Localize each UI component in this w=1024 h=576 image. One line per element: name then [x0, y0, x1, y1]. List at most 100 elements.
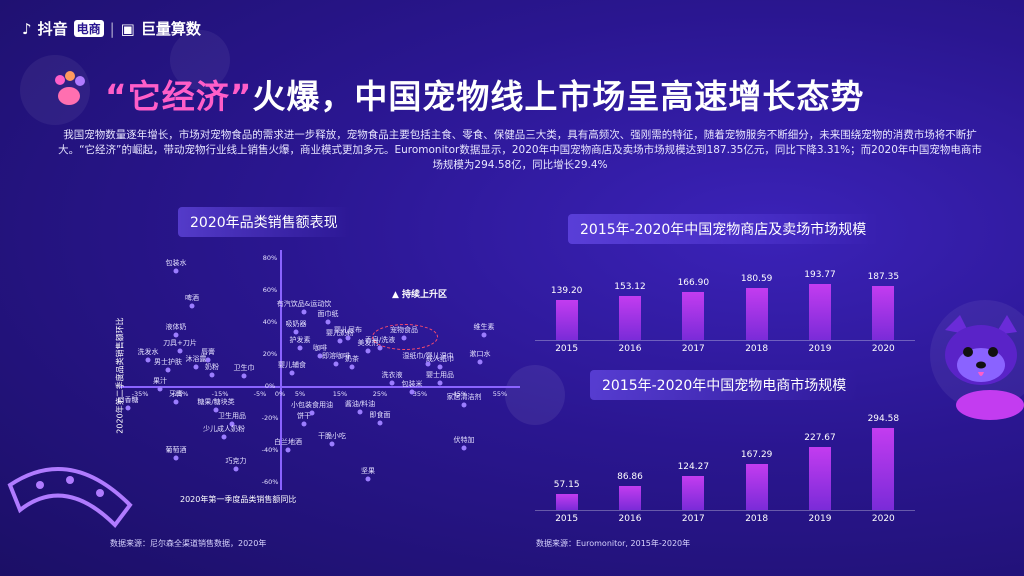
point-label: 洗发水 — [137, 348, 159, 357]
source-left: 数据来源：尼尔森全渠道销售数据，2020年 — [110, 539, 267, 548]
point-label: 婴儿奶粉 — [326, 329, 354, 338]
point-label: 果汁 — [153, 377, 167, 386]
paw-icon — [55, 71, 85, 105]
rising-zone-label: ▲ 持续上升区 — [392, 289, 448, 300]
scatter-point — [165, 367, 171, 373]
scatter-point — [157, 386, 163, 392]
point-label: 干脆小吃 — [318, 431, 346, 440]
brand-header: ♪ 抖音 电商 | ▣ 巨量算数 — [22, 18, 201, 39]
scatter-point — [333, 361, 339, 367]
y-tick-label: -60% — [261, 478, 279, 486]
bar-category-label: 2016 — [618, 344, 642, 354]
ecommerce-market-title: 2015年-2020年中国宠物电商市场规模 — [590, 370, 859, 400]
scatter-point — [173, 332, 179, 338]
scatter-point — [205, 357, 211, 363]
point-label: 啤酒 — [185, 294, 199, 302]
baseline — [535, 340, 915, 341]
scatter-point — [297, 345, 303, 351]
bar-category-label: 2020 — [871, 344, 895, 354]
scatter-point — [221, 434, 227, 440]
bar-value-label: 294.58 — [867, 414, 900, 425]
scatter-point — [285, 447, 291, 453]
y-tick-label: 80% — [262, 254, 278, 262]
bar-value-label: 166.90 — [677, 277, 710, 288]
y-tick-label: -40% — [261, 446, 279, 454]
point-label: 婴士用品 — [426, 370, 454, 379]
x-axis-title: 2020年第一季度品类销售额同比 — [180, 495, 297, 504]
point-label: 包装米 — [401, 380, 423, 389]
y-tick-label: 60% — [262, 286, 278, 294]
point-label: 包装水 — [165, 258, 187, 267]
point-label: 面巾纸 — [317, 310, 339, 318]
scatter-point — [437, 364, 443, 370]
y-axis-title: 2020年第二季度品类销售额环比 — [115, 317, 125, 434]
bar-value-label: 193.77 — [804, 269, 836, 280]
box-icon: ▣ — [120, 19, 135, 38]
bar — [555, 494, 578, 510]
scatter-point — [461, 445, 467, 451]
point-label: 护发素 — [289, 335, 311, 344]
point-label: 成人纸巾 — [426, 354, 454, 363]
bar-value-label: 227.67 — [804, 433, 836, 443]
dog-mascot-icon — [945, 315, 1024, 420]
store-market-title: 2015年-2020年中国宠物商店及卖场市场规模 — [568, 214, 879, 244]
point-label: 即食面 — [369, 410, 391, 419]
point-label: 小包装食用油 — [291, 401, 333, 410]
point-label: 维生素 — [473, 322, 495, 331]
point-label: 奶茶 — [345, 354, 359, 363]
bar-value-label: 124.27 — [677, 461, 710, 472]
scatter-point — [173, 399, 179, 405]
decor-circle — [170, 30, 230, 90]
brand-separator: | — [109, 19, 115, 38]
scatter-point — [301, 309, 307, 315]
scatter-point — [213, 407, 219, 413]
scatter-point — [229, 421, 235, 427]
brand-badge: 电商 — [73, 20, 104, 37]
bar — [872, 428, 895, 510]
scatter-point — [301, 421, 307, 427]
point-label: 酱油/料油 — [344, 399, 376, 408]
scatter-point — [317, 353, 323, 359]
ecommerce-market-chart: 57.15 2015 86.86 2016 124.27 2017 167.29 2018 22… — [535, 405, 915, 530]
point-label: 奶粉 — [205, 362, 219, 371]
scatter-point — [177, 348, 183, 354]
y-tick-label: 20% — [262, 350, 278, 358]
scatter-point — [289, 370, 295, 376]
bar — [809, 283, 831, 340]
point-label: 美发剂 — [357, 338, 379, 347]
scatter-point — [329, 441, 335, 447]
page-title: “它经济”火爆，中国宠物线上市场呈高速增长态势 — [105, 77, 865, 116]
bar-value-label: 180.59 — [740, 273, 773, 284]
scatter-point — [409, 389, 415, 395]
point-label: 口香糖 — [117, 396, 139, 405]
x-tick-label: 15% — [332, 390, 348, 398]
point-label: 白兰地酒 — [274, 438, 302, 446]
description-text: 我国宠物数量逐年增长，市场对宠物食品的需求进一步释放，宠物食品主要包括主食、零食… — [58, 129, 982, 171]
point-label: 家居清洁剂 — [446, 393, 482, 402]
bar-category-label: 2015 — [555, 514, 579, 524]
point-label: 少儿成人奶粉 — [203, 425, 245, 434]
bar — [745, 463, 768, 510]
highlight-ellipse — [372, 324, 438, 350]
point-label: 即溶咖啡 — [322, 351, 350, 360]
scatter-point — [345, 335, 351, 341]
bar-value-label: 86.86 — [617, 471, 643, 482]
y-tick-label: -20% — [261, 414, 279, 422]
scatter-point — [377, 420, 383, 426]
point-label: 刀具+刀片 — [163, 338, 197, 347]
x-tick-label: 55% — [492, 390, 508, 398]
bar-category-label: 2020 — [871, 514, 895, 524]
bar-category-label: 2019 — [808, 344, 832, 354]
bar-category-label: 2017 — [681, 344, 705, 354]
point-label: 婴儿尿布 — [334, 326, 362, 334]
point-label: 漱口水 — [469, 350, 491, 358]
scatter-point — [293, 329, 299, 335]
scatter-point — [337, 338, 343, 344]
decor-circle — [505, 365, 565, 425]
point-label: 咖啡 — [313, 343, 327, 352]
point-label: 饼干 — [297, 412, 311, 421]
scatter-point — [425, 361, 431, 367]
bar-value-label: 167.29 — [740, 449, 773, 460]
scatter-point — [437, 380, 443, 386]
x-tick-label: -35% — [131, 390, 149, 398]
